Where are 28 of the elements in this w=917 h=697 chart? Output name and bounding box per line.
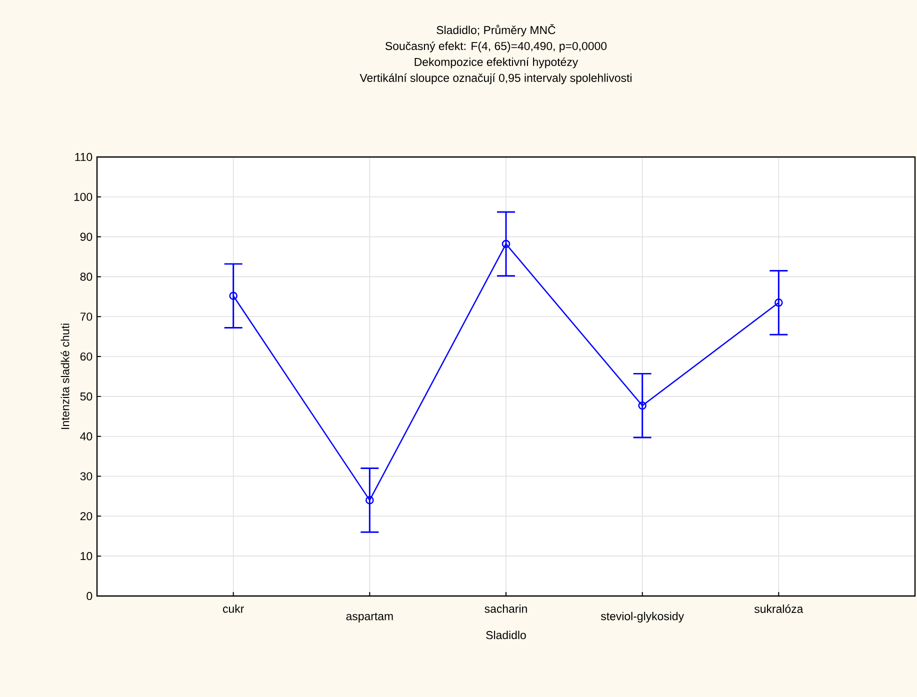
point: [638, 401, 646, 410]
y-tick-label: 90: [80, 232, 92, 241]
y-tick-label: 100: [74, 192, 92, 201]
y-tick-label: 30: [80, 472, 92, 480]
x-tick-label: steviol-glykosidy: [600, 612, 684, 623]
y-tick-label: 10: [80, 552, 92, 560]
chart-subtitle: Současný efekt: F(4, 65)=40,490, p=0,0000: [385, 42, 607, 52]
text: Dekompozice efektivní hypotézy: [414, 57, 578, 68]
point: [229, 292, 238, 300]
text: Vertikální sloupce označují 0,95 intervaly spolehlivosti: [360, 73, 632, 84]
y-tick-label: 0: [86, 592, 92, 600]
x-tick-label: sukralóza: [754, 604, 804, 613]
point: [774, 298, 783, 307]
y-tick-label: 110: [75, 152, 92, 162]
x-tick-label: cukr: [223, 604, 244, 613]
point: [366, 496, 374, 504]
y-axis-title: Intenzita sladké chuti: [60, 324, 70, 429]
x-axis-title: Sladidlo: [486, 630, 526, 640]
y-tick-label: 40: [80, 432, 92, 440]
y-tick-label: 70: [80, 312, 92, 321]
y-tick-label: 50: [80, 392, 92, 400]
x-tick-label: aspartam: [346, 612, 393, 623]
x-tick-label: sacharin: [484, 604, 527, 613]
point: [502, 240, 510, 248]
y-tick-label: 80: [80, 272, 92, 281]
y-tick-label: 20: [80, 512, 92, 520]
y-tick-label: 60: [80, 352, 92, 361]
chart-title: Sladidlo; Průměry MNČ: [436, 24, 556, 36]
